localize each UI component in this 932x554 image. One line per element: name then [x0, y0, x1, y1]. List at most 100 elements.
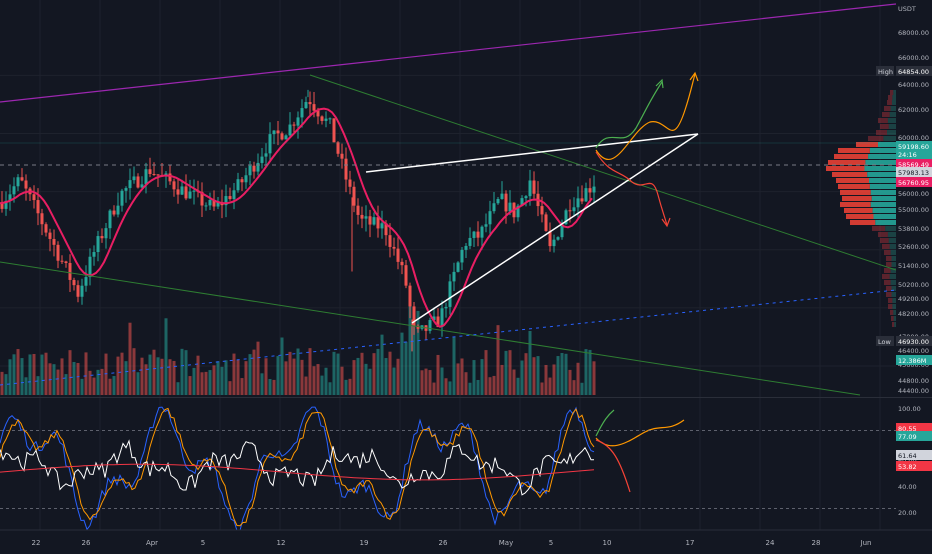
volume-bar: [228, 381, 232, 395]
volume-profile-row-up: [875, 220, 896, 225]
badge-label: Low: [878, 338, 891, 346]
volume-profile-row-down: [886, 292, 892, 297]
volume-bar: [200, 372, 204, 395]
candle-body: [476, 231, 480, 238]
volume-bar: [384, 358, 388, 395]
volume-bar: [300, 359, 304, 395]
candle-body: [440, 308, 444, 327]
volume-profile-row-up: [894, 322, 896, 327]
candle-body: [60, 260, 64, 262]
volume-bar: [552, 364, 556, 395]
volume-bar: [444, 378, 448, 395]
price-axis-tick: 52600.00: [898, 243, 929, 251]
candle-body: [168, 173, 172, 182]
volume-bar: [448, 381, 452, 395]
volume-bar: [324, 367, 328, 395]
volume-profile-row-down: [880, 124, 889, 129]
candle-body: [72, 279, 76, 286]
price-axis-tick: 50200.00: [898, 281, 929, 289]
candle-body: [140, 184, 144, 188]
time-axis-label: 19: [360, 539, 369, 547]
badge-bg: [896, 167, 932, 177]
volume-bar: [368, 368, 372, 395]
price-axis-tick: 51400.00: [898, 262, 929, 270]
oscillator-pane[interactable]: [0, 406, 896, 532]
time-axis-label: May: [499, 539, 513, 547]
price-axis-tick: 44800.00: [898, 377, 929, 385]
pane-divider[interactable]: [0, 397, 932, 398]
volume-bar: [316, 364, 320, 395]
time-axis-label: 26: [82, 539, 91, 547]
volume-bar: [84, 352, 88, 395]
volume-profile-row-down: [856, 142, 878, 147]
time-axis-label: Apr: [146, 539, 158, 547]
volume-bar: [40, 354, 44, 395]
candle-body: [128, 180, 132, 189]
candle-body: [572, 207, 576, 212]
volume-bar: [64, 374, 68, 395]
volume-bar: [504, 350, 508, 395]
candle-body: [164, 173, 168, 176]
candle-body: [12, 186, 16, 195]
candle-body: [192, 190, 196, 192]
volume-bar: [112, 376, 116, 395]
candle-body: [316, 110, 320, 117]
volume-bar: [8, 359, 12, 395]
price-axis[interactable]: USDT 68000.00 66000.00 64000.00 62000.00 6000…: [876, 0, 932, 530]
badge-value: 24:16: [898, 151, 917, 159]
volume-bar: [196, 355, 200, 395]
volume-bar: [548, 377, 552, 395]
volume-profile: [826, 90, 896, 327]
candle-body: [404, 265, 408, 286]
candle-body: [368, 216, 372, 225]
osc-badge: 53.82: [896, 461, 932, 471]
volume-bar: [252, 349, 256, 395]
drawing-tools[interactable]: [0, 3, 897, 493]
candle-body: [16, 177, 20, 187]
price-axis-tick: 55000.00: [898, 206, 929, 214]
volume-bar: [540, 382, 544, 395]
candle-body: [360, 214, 364, 219]
candle-body: [576, 198, 580, 208]
volume-bar: [20, 358, 24, 395]
volume-profile-row-up: [890, 106, 896, 111]
volume-profile-row-up: [891, 292, 896, 297]
candle-body: [296, 117, 300, 126]
candle-body: [548, 230, 552, 247]
volume-bar: [348, 378, 352, 395]
volume-bar: [588, 349, 592, 395]
price-axis-tick: 48200.00: [898, 310, 929, 318]
volume-profile-row-down: [838, 148, 870, 153]
candle-body: [100, 236, 104, 239]
volume-profile-row-down: [888, 95, 893, 100]
volume-bar: [436, 354, 440, 395]
volume-bar: [408, 302, 412, 395]
volume-profile-row-up: [869, 148, 896, 153]
volume-bar: [224, 360, 228, 395]
volume-profile-row-up: [887, 130, 896, 135]
volume-bar: [572, 380, 576, 395]
time-axis[interactable]: 22 26 Apr 5 12 19 26 May 5 10 17 24 28 Jun: [0, 529, 932, 550]
volume-bar: [116, 356, 120, 395]
volume-bar: [560, 352, 564, 395]
volume-bar: [584, 349, 588, 395]
volume-profile-row-down: [876, 130, 887, 135]
volume-bar: [248, 354, 252, 395]
volume-profile-row-down: [828, 160, 866, 165]
candle-body: [152, 173, 156, 175]
volume-bar: [44, 352, 48, 395]
volume-profile-row-down: [842, 196, 872, 201]
price-badge: 12.386M: [896, 355, 932, 365]
candle-body: [80, 285, 84, 297]
badge-bg: [896, 431, 932, 441]
volume-bar: [508, 350, 512, 395]
volume-profile-row-up: [883, 136, 896, 141]
volume-bar: [388, 351, 392, 395]
volume-bar: [428, 370, 432, 395]
time-axis-label: 26: [439, 539, 448, 547]
volume-profile-row-up: [892, 95, 896, 100]
stochastic-d-line: [0, 407, 595, 527]
volume-bar: [220, 366, 224, 395]
